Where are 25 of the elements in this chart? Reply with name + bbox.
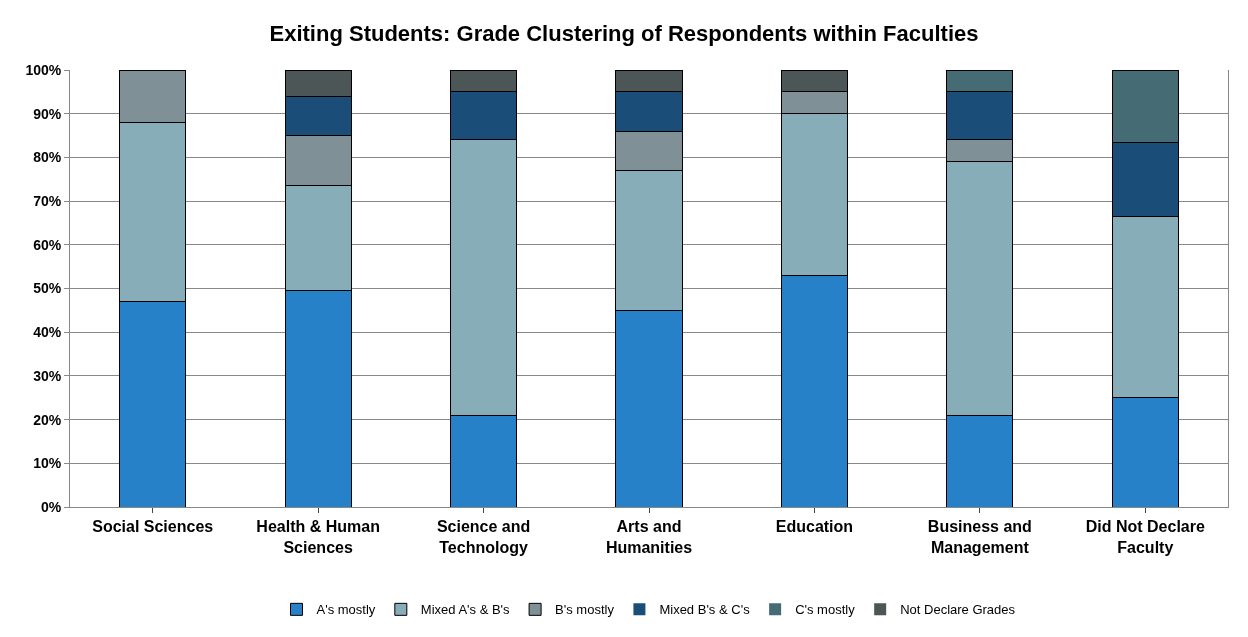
legend-label: Mixed B's & C's [659, 602, 751, 618]
legend-label: Not Declare Grades [900, 602, 1016, 618]
y-tick-label: 50% [33, 280, 62, 297]
x-tick-label: Did Not Declare Faculty [1085, 518, 1205, 556]
x-tick-label: Health & Human Sciences [256, 518, 380, 556]
x-tick-label: Science and Technology [436, 518, 531, 556]
x-tick-label: Education [775, 518, 854, 536]
y-tick-label: 0% [40, 498, 62, 515]
y-tick-label: 60% [33, 236, 62, 253]
x-tick-label: Arts and Humanities [605, 518, 693, 556]
y-tick-label: 70% [33, 193, 62, 209]
y-tick-label: 80% [33, 149, 62, 166]
legend-label: C's mostly [795, 602, 856, 618]
y-tick-label: 40% [33, 324, 62, 341]
legend-label: A's mostly [316, 602, 376, 618]
x-tick-label: Business and Management [927, 518, 1032, 556]
chart-title: Exiting Students: Grade Clustering of Respondents within Faculties [269, 20, 979, 46]
legend-label: B's mostly [555, 602, 615, 618]
y-tick-label: 30% [33, 367, 62, 384]
y-tick-label: 100% [25, 61, 62, 78]
x-tick-label: Social Sciences [92, 518, 214, 536]
legend-label: Mixed A's & B's [420, 602, 511, 618]
y-tick-label: 90% [33, 105, 62, 122]
y-tick-label: 20% [33, 411, 62, 428]
y-tick-label: 10% [33, 455, 62, 472]
